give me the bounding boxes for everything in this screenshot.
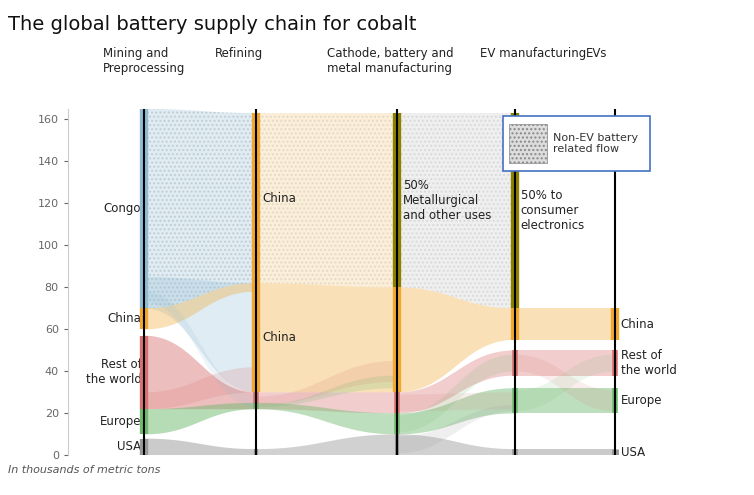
Polygon shape xyxy=(397,435,515,455)
Polygon shape xyxy=(144,109,256,308)
Text: Non-EV battery
related flow: Non-EV battery related flow xyxy=(553,133,638,154)
Text: Cathode, battery and
metal manufacturing: Cathode, battery and metal manufacturing xyxy=(326,47,453,75)
Text: China: China xyxy=(262,192,296,204)
Polygon shape xyxy=(515,354,615,411)
Polygon shape xyxy=(515,308,615,340)
Text: Europe: Europe xyxy=(100,415,142,428)
Polygon shape xyxy=(397,388,515,435)
Text: 50%
Metallurgical
and other uses: 50% Metallurgical and other uses xyxy=(403,179,492,222)
Polygon shape xyxy=(397,350,515,413)
Polygon shape xyxy=(515,449,615,455)
Polygon shape xyxy=(397,354,515,432)
Text: USA: USA xyxy=(621,446,645,459)
Text: Rest of
the world: Rest of the world xyxy=(621,349,676,377)
Text: Refining: Refining xyxy=(215,47,263,59)
Polygon shape xyxy=(256,403,397,435)
Text: Europe: Europe xyxy=(621,395,662,407)
Text: China: China xyxy=(108,312,142,325)
Polygon shape xyxy=(144,277,256,393)
Text: The global battery supply chain for cobalt: The global battery supply chain for coba… xyxy=(8,15,416,34)
FancyBboxPatch shape xyxy=(509,125,547,162)
Polygon shape xyxy=(397,288,515,393)
Polygon shape xyxy=(256,393,397,413)
Polygon shape xyxy=(256,376,397,407)
Polygon shape xyxy=(144,439,256,455)
Polygon shape xyxy=(256,283,397,393)
Polygon shape xyxy=(144,336,256,409)
Polygon shape xyxy=(397,405,515,453)
Polygon shape xyxy=(144,283,256,329)
Text: EV manufacturing: EV manufacturing xyxy=(480,47,586,59)
Text: Rest of
the world: Rest of the world xyxy=(85,358,142,387)
Text: Congo: Congo xyxy=(104,202,142,215)
Polygon shape xyxy=(515,350,615,376)
Text: USA: USA xyxy=(118,441,142,453)
Polygon shape xyxy=(256,361,397,405)
Polygon shape xyxy=(256,113,397,288)
Polygon shape xyxy=(397,113,515,308)
Text: China: China xyxy=(621,318,654,331)
Polygon shape xyxy=(256,435,397,455)
Text: Mining and
Preprocessing: Mining and Preprocessing xyxy=(103,47,185,75)
Text: In thousands of metric tons: In thousands of metric tons xyxy=(8,465,160,475)
Text: EVs: EVs xyxy=(585,47,607,59)
Polygon shape xyxy=(397,393,515,411)
Polygon shape xyxy=(144,367,256,409)
FancyBboxPatch shape xyxy=(503,116,650,171)
Polygon shape xyxy=(144,403,256,435)
Polygon shape xyxy=(515,388,615,413)
Polygon shape xyxy=(515,354,615,411)
Text: 50% to
consumer
electronics: 50% to consumer electronics xyxy=(521,189,585,232)
Text: China: China xyxy=(262,331,296,345)
Polygon shape xyxy=(144,292,256,407)
